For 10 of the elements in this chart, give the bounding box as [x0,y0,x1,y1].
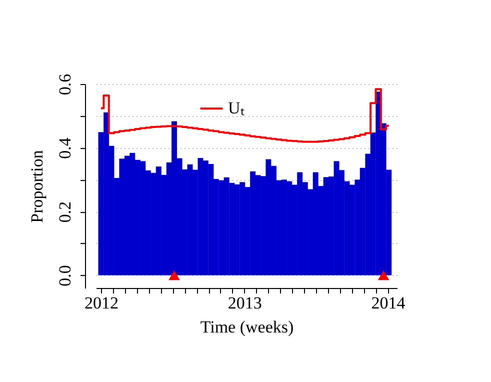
y-tick-label: 0.0 [56,265,74,286]
y-tick-label: 0.4 [56,137,74,159]
y-tick-label: 0.6 [56,74,74,96]
x-tick-label: 2013 [228,294,262,312]
x-tick-label: 2012 [84,294,118,312]
x-tick-label: 2014 [371,294,406,312]
y-tick-label: 0.2 [56,201,74,223]
legend-label: Uₜ [228,98,244,118]
y-axis-title: Proportion [28,150,46,223]
x-axis-title: Time (weeks) [200,318,294,336]
